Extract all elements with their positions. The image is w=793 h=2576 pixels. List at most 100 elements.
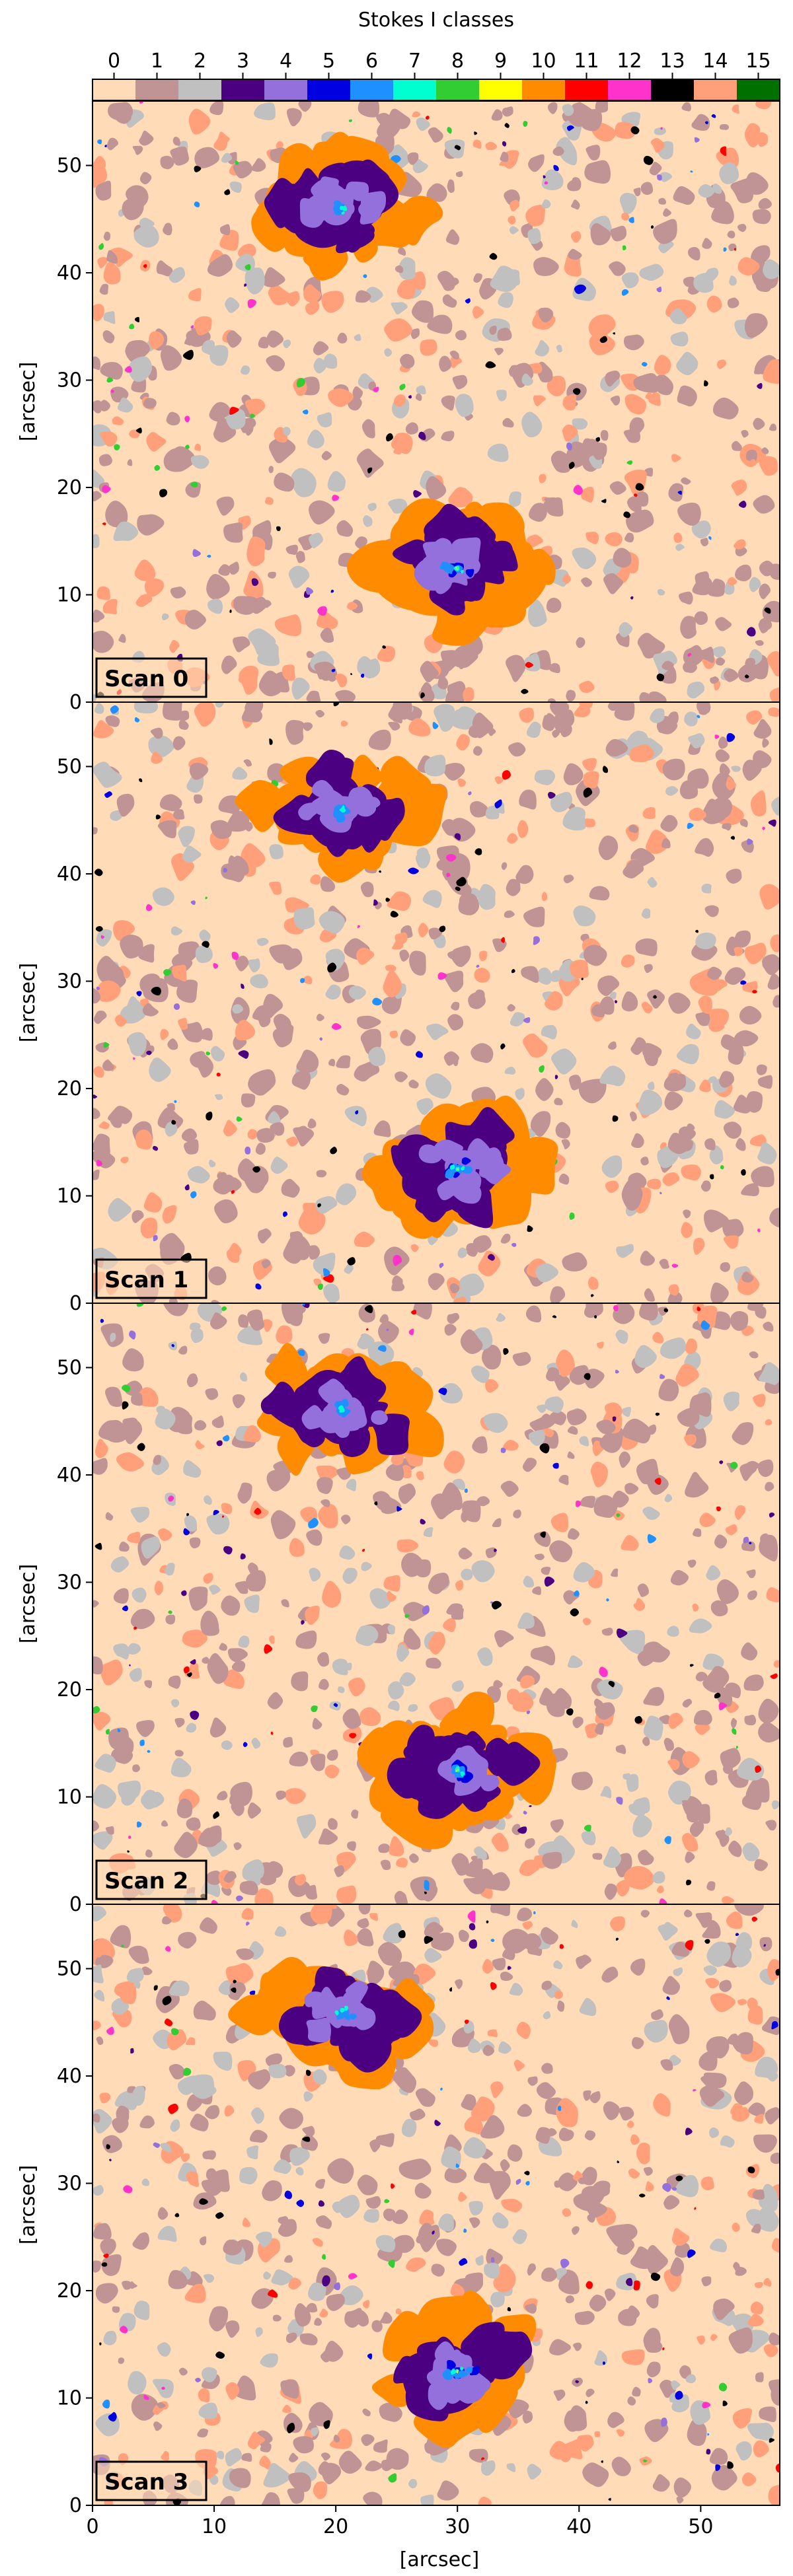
granule-blob [326, 1749, 338, 1761]
y-tick-label: 0 [69, 1292, 82, 1315]
small-feature [539, 1065, 545, 1073]
granule-blob [589, 333, 615, 355]
granule-blob [668, 1284, 679, 1296]
small-feature [747, 2166, 755, 2174]
small-feature [569, 1212, 575, 1220]
small-feature [305, 2069, 311, 2076]
granule-blob [759, 583, 771, 600]
granule-blob [719, 162, 739, 184]
granule-blob [211, 1300, 220, 1303]
granule-blob [730, 1718, 737, 1729]
small-feature [440, 2087, 443, 2091]
small-feature [595, 437, 600, 442]
granule-blob [507, 2144, 523, 2162]
granule-blob [572, 1716, 584, 1729]
granule-blob [660, 814, 678, 832]
granule-blob [110, 1332, 116, 1343]
granule-blob [615, 1330, 628, 1344]
granule-blob [100, 2238, 116, 2256]
granule-blob [492, 1518, 502, 1528]
granule-blob [141, 2178, 150, 2186]
granule-blob [208, 1266, 227, 1285]
granule-blob [599, 1065, 626, 1087]
granule-blob [482, 1958, 494, 1974]
granule-blob [93, 164, 107, 188]
granule-blob [735, 564, 752, 582]
granule-blob [423, 1527, 434, 1538]
small-feature [223, 867, 228, 873]
granule-blob [502, 1929, 531, 1954]
pore-upper-pore [251, 131, 443, 281]
small-feature [700, 1320, 710, 1330]
granule-blob [246, 1570, 266, 1592]
granule-blob [710, 1282, 729, 1303]
granule-blob [734, 1904, 764, 1916]
granule-blob [579, 680, 595, 694]
small-feature [583, 787, 593, 798]
granule-blob [765, 2107, 780, 2125]
granule-blob [455, 170, 463, 178]
small-feature [420, 1519, 426, 1524]
granule-blob [122, 1417, 139, 1433]
granule-blob [185, 1032, 194, 1041]
granule-blob [221, 1595, 241, 1616]
granule-blob [701, 883, 712, 894]
small-feature [455, 2163, 459, 2168]
granule-blob [163, 223, 172, 236]
granule-blob [256, 1127, 275, 1143]
granule-blob [156, 260, 173, 277]
small-feature [616, 1513, 621, 1517]
pore-layer-10 [264, 1343, 308, 1393]
granule-blob [744, 123, 761, 148]
granule-blob [315, 1196, 338, 1214]
granule-blob [616, 1244, 634, 1258]
granule-blob [96, 586, 110, 600]
granule-blob [302, 722, 313, 731]
small-feature [601, 499, 607, 503]
small-feature [221, 1306, 227, 1311]
granule-blob [274, 472, 295, 492]
granule-blob [665, 786, 679, 796]
y-tick-label: 40 [57, 863, 82, 886]
granule-blob [344, 1264, 354, 1274]
granule-blob [102, 330, 115, 343]
granule-blob [716, 1579, 739, 1604]
small-feature [615, 1369, 619, 1374]
granule-blob [105, 715, 120, 727]
small-feature [183, 1666, 190, 1674]
small-feature [544, 181, 548, 185]
small-feature [425, 116, 430, 120]
colorbar-swatch-13 [651, 79, 695, 100]
granule-blob [112, 2117, 129, 2133]
granule-blob [601, 1155, 623, 1178]
granule-blob [580, 486, 594, 503]
granule-blob [160, 1028, 169, 1040]
granule-blob [621, 272, 639, 289]
small-feature [557, 2106, 562, 2112]
granule-blob [93, 1906, 106, 1921]
granule-blob [674, 2242, 691, 2258]
small-feature [205, 896, 208, 900]
granule-blob [525, 1305, 542, 1323]
granule-blob [317, 412, 332, 428]
granule-blob [610, 1498, 619, 1507]
small-feature [194, 165, 202, 172]
pore-layer-9 [457, 2370, 459, 2372]
small-feature [355, 1110, 359, 1115]
small-feature [720, 1165, 724, 1170]
granule-blob [502, 1948, 515, 1960]
granule-blob [314, 661, 337, 681]
granule-blob [609, 261, 626, 276]
granule-blob [428, 1572, 449, 1594]
granule-blob [603, 2101, 620, 2120]
granule-blob [235, 2375, 256, 2401]
granule-blob [554, 1990, 563, 1999]
granule-blob [219, 224, 231, 236]
granule-blob [739, 1463, 757, 1482]
granule-blob [703, 1965, 717, 1976]
small-feature [296, 2200, 305, 2207]
granule-blob [451, 709, 467, 724]
granule-blob [554, 2267, 567, 2280]
small-feature [502, 141, 507, 147]
small-feature [238, 1050, 249, 1059]
